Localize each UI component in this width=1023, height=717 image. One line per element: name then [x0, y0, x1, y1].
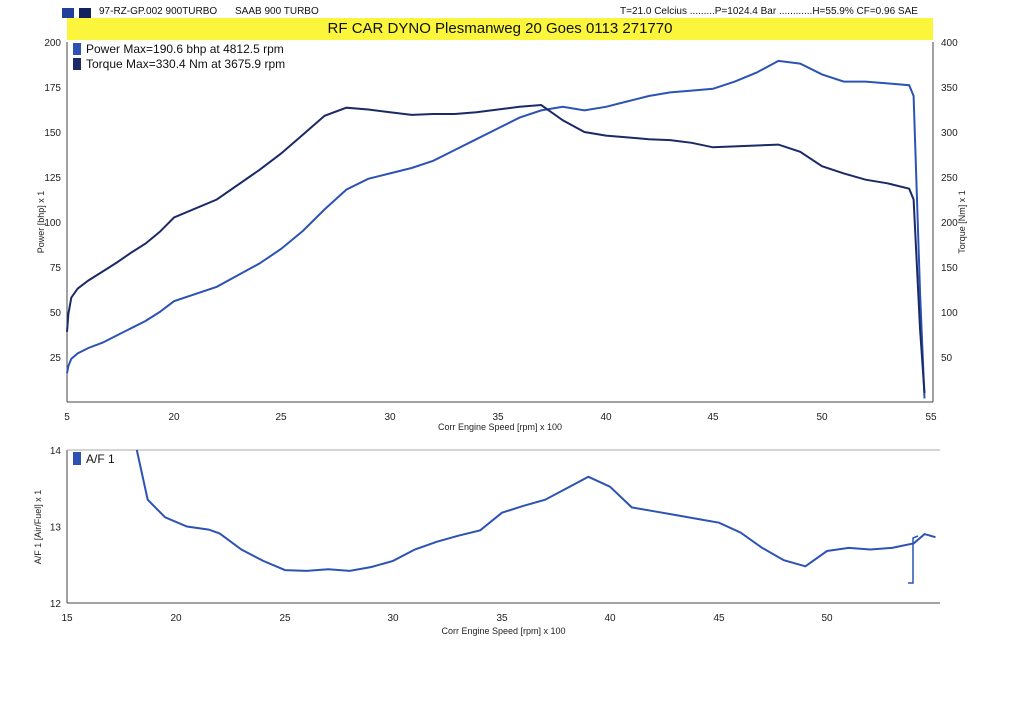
x-tick-label: 50 [816, 412, 828, 423]
af-x-tick-label: 40 [604, 613, 616, 624]
run-id: 97-RZ-GP.002 900TURBO [99, 6, 218, 17]
af-legend-swatch [73, 452, 81, 465]
x-axis-label: Corr Engine Speed [rpm] x 100 [438, 422, 562, 432]
test-conditions: T=21.0 Celcius .........P=1024.4 Bar ...… [620, 6, 918, 17]
af-x-tick-label: 30 [387, 613, 399, 624]
power-curve [66, 59, 926, 399]
power-torque-chart: 5 20 25 30 35 40 45 50 55 25 50 75 100 125 150 175 200 50… [36, 38, 967, 432]
x-tick-label: 55 [925, 412, 937, 423]
af-x-axis-label: Corr Engine Speed [rpm] x 100 [441, 626, 565, 636]
af-x-tick-label: 50 [821, 613, 833, 624]
af-y-tick-label: 14 [50, 446, 62, 457]
x-tick-label: 40 [600, 412, 612, 423]
af-curve [135, 449, 936, 572]
af-x-tick-label: 15 [61, 613, 73, 624]
x-tick-label: 25 [275, 412, 287, 423]
y-tick-label: 125 [44, 173, 61, 184]
torque-color-square-icon [79, 8, 91, 18]
y2-tick-label: 200 [941, 218, 958, 229]
y-tick-label: 100 [44, 218, 61, 229]
y-tick-label: 75 [50, 263, 62, 274]
y-tick-label: 50 [50, 308, 62, 319]
x-tick-label: 30 [384, 412, 396, 423]
air-fuel-chart: 15 20 25 30 35 40 45 50 12 13 14 Corr Engine Speed … [33, 446, 940, 636]
chart-title: RF CAR DYNO Plesmanweg 20 Goes 0113 2717… [327, 20, 673, 37]
y2-tick-label: 150 [941, 263, 958, 274]
y-tick-label: 175 [44, 83, 61, 94]
af-y-axis-label: A/F 1 [Air/Fuel] x 1 [33, 490, 43, 565]
af-y-tick-label: 12 [50, 599, 62, 610]
af-x-tick-label: 25 [279, 613, 291, 624]
title-bar: RF CAR DYNO Plesmanweg 20 Goes 0113 2717… [67, 18, 933, 40]
y2-tick-label: 350 [941, 83, 958, 94]
y-tick-label: 150 [44, 128, 61, 139]
y2-tick-label: 50 [941, 353, 953, 364]
af-legend-label: A/F 1 [86, 452, 115, 466]
x-tick-label: 45 [707, 412, 719, 423]
y-tick-label: 200 [44, 38, 61, 49]
power-legend-label: Power Max=190.6 bhp at 4812.5 rpm [86, 42, 284, 56]
x-tick-label: 20 [168, 412, 180, 423]
power-color-square-icon [62, 8, 74, 18]
y2-tick-label: 300 [941, 128, 958, 139]
x-tick-label: 5 [64, 412, 70, 423]
power-legend-swatch [73, 43, 81, 55]
af-x-tick-label: 20 [170, 613, 182, 624]
af-x-tick-label: 35 [496, 613, 508, 624]
af-y-tick-label: 13 [50, 523, 62, 534]
header-row: 97-RZ-GP.002 900TURBO SAAB 900 TURBO T=2… [0, 0, 1023, 18]
torque-curve [66, 103, 926, 394]
x-tick-label: 35 [492, 412, 504, 423]
torque-legend-swatch [73, 58, 81, 70]
y2-tick-label: 250 [941, 173, 958, 184]
y2-tick-label: 400 [941, 38, 958, 49]
af-curve-tail [908, 535, 919, 584]
af-x-tick-label: 45 [713, 613, 725, 624]
y2-tick-label: 100 [941, 308, 958, 319]
y-tick-label: 25 [50, 353, 62, 364]
y-axis-label: Power [bhp] x 1 [36, 191, 46, 254]
y2-axis-label: Torque [Nm] x 1 [957, 190, 967, 254]
vehicle-name: SAAB 900 TURBO [235, 6, 319, 17]
torque-legend-label: Torque Max=330.4 Nm at 3675.9 rpm [86, 57, 285, 71]
